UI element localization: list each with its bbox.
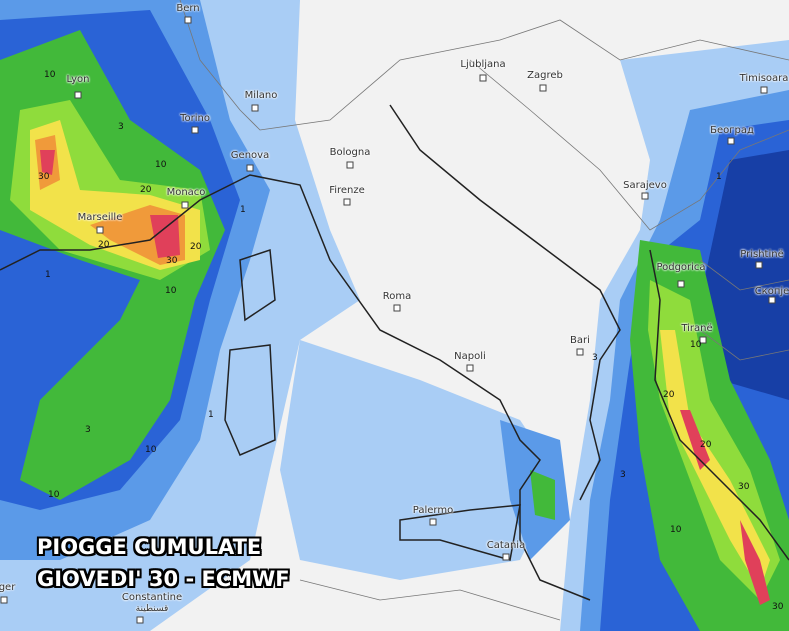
contour-label: 30 <box>772 602 784 612</box>
contour-label: 3 <box>592 353 598 363</box>
contour-label: 20 <box>700 440 712 450</box>
map-title-line1: PIOGGE CUMULATE <box>37 535 262 559</box>
rain-red-west <box>40 150 180 258</box>
contour-label: 3 <box>118 122 124 132</box>
map-title-line2: GIOVEDI' 30 - ECMWF <box>37 567 290 591</box>
rain-green-calabria <box>530 470 555 520</box>
contour-label: 3 <box>85 425 91 435</box>
contour-label: 10 <box>690 340 702 350</box>
contour-label: 1 <box>716 172 722 182</box>
contour-label: 1 <box>240 205 246 215</box>
contour-label: 30 <box>166 256 178 266</box>
coastlines <box>0 104 789 601</box>
contour-label: 30 <box>38 172 50 182</box>
contour-label: 1 <box>208 410 214 420</box>
contour-label: 10 <box>44 70 56 80</box>
contour-label: 10 <box>670 525 682 535</box>
contour-label: 3 <box>620 470 626 480</box>
rain-orange-west <box>35 135 185 265</box>
rain-light-south <box>280 340 560 580</box>
contour-label: 20 <box>190 242 202 252</box>
contour-label: 20 <box>663 390 675 400</box>
contour-label: 10 <box>145 445 157 455</box>
contour-label: 20 <box>140 185 152 195</box>
contour-label: 10 <box>155 160 167 170</box>
contour-label: 10 <box>48 490 60 500</box>
borders <box>179 0 789 621</box>
contour-label: 1 <box>45 270 51 280</box>
rain-dark-east <box>700 150 789 400</box>
contour-label: 10 <box>165 286 177 296</box>
contour-label: 20 <box>98 240 110 250</box>
rain-red-east <box>680 410 770 605</box>
contour-label: 30 <box>738 482 750 492</box>
